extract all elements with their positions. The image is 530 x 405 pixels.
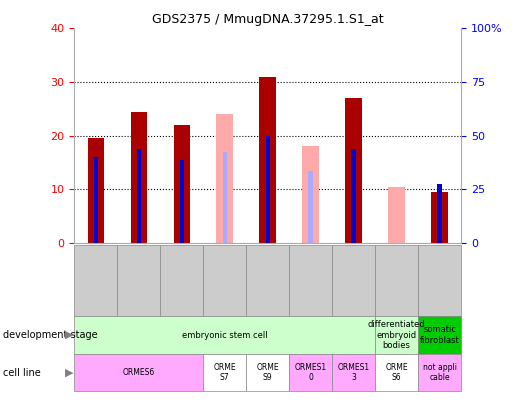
Bar bbox=[260, 77, 276, 243]
Bar bbox=[94, 157, 98, 243]
Bar bbox=[180, 160, 184, 243]
Bar bbox=[130, 111, 147, 243]
Text: ORMES6: ORMES6 bbox=[122, 368, 155, 377]
Bar bbox=[266, 136, 270, 243]
Text: differentiated
embryoid
bodies: differentiated embryoid bodies bbox=[368, 320, 426, 350]
Text: not appli
cable: not appli cable bbox=[422, 363, 457, 382]
Text: ▶: ▶ bbox=[65, 368, 73, 377]
Bar bbox=[223, 152, 227, 243]
Bar bbox=[87, 139, 104, 243]
Bar bbox=[308, 171, 313, 243]
Bar bbox=[437, 184, 442, 243]
Bar bbox=[388, 187, 405, 243]
Bar bbox=[431, 192, 448, 243]
Title: GDS2375 / MmugDNA.37295.1.S1_at: GDS2375 / MmugDNA.37295.1.S1_at bbox=[152, 13, 384, 26]
Text: cell line: cell line bbox=[3, 368, 40, 377]
Bar bbox=[346, 98, 362, 243]
Text: somatic
fibroblast: somatic fibroblast bbox=[420, 326, 460, 345]
Bar bbox=[137, 149, 141, 243]
Text: ORME
S9: ORME S9 bbox=[257, 363, 279, 382]
Bar bbox=[351, 149, 356, 243]
Text: development stage: development stage bbox=[3, 330, 98, 340]
Bar bbox=[216, 114, 233, 243]
Text: embryonic stem cell: embryonic stem cell bbox=[182, 330, 268, 340]
Bar bbox=[173, 125, 190, 243]
Text: ORMES1
0: ORMES1 0 bbox=[295, 363, 326, 382]
Text: ▶: ▶ bbox=[65, 330, 73, 340]
Text: ORME
S6: ORME S6 bbox=[385, 363, 408, 382]
Text: ORMES1
3: ORMES1 3 bbox=[338, 363, 370, 382]
Bar bbox=[303, 147, 319, 243]
Text: ORME
S7: ORME S7 bbox=[214, 363, 236, 382]
